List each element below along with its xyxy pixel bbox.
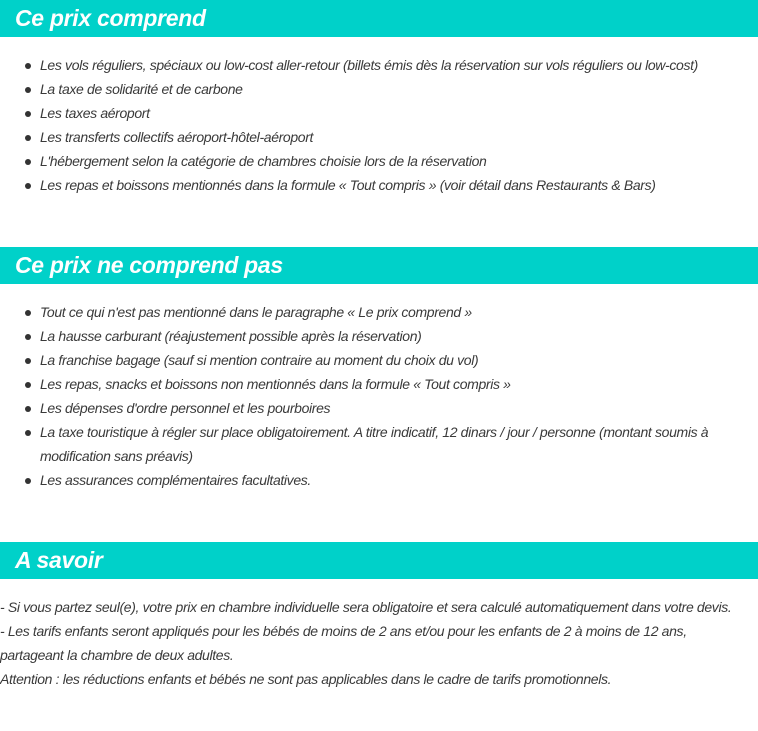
list-item: L'hébergement selon la catégorie de cham… — [0, 149, 758, 173]
info-line: Attention : les réductions enfants et bé… — [0, 671, 612, 687]
section-header-included: Ce prix comprend — [0, 0, 758, 37]
list-item: Les transferts collectifs aéroport-hôtel… — [0, 125, 758, 149]
list-item: Les vols réguliers, spéciaux ou low-cost… — [0, 53, 758, 77]
section-header-not-included: Ce prix ne comprend pas — [0, 247, 758, 284]
info-line: - Les tarifs enfants seront appliqués po… — [0, 623, 687, 663]
list-item: La taxe touristique à régler sur place o… — [0, 420, 758, 468]
list-item: La taxe de solidarité et de carbone — [0, 77, 758, 101]
included-list: Les vols réguliers, spéciaux ou low-cost… — [0, 53, 758, 197]
list-item: Les taxes aéroport — [0, 101, 758, 125]
section-header-a-savoir: A savoir — [0, 542, 758, 579]
list-item: Les repas, snacks et boissons non mentio… — [0, 372, 758, 396]
list-item: Tout ce qui n'est pas mentionné dans le … — [0, 300, 758, 324]
not-included-list: Tout ce qui n'est pas mentionné dans le … — [0, 300, 758, 492]
list-item: La franchise bagage (sauf si mention con… — [0, 348, 758, 372]
list-item: La hausse carburant (réajustement possib… — [0, 324, 758, 348]
list-item: Les assurances complémentaires facultati… — [0, 468, 758, 492]
a-savoir-text: - Si vous partez seul(e), votre prix en … — [0, 595, 752, 691]
list-item: Les repas et boissons mentionnés dans la… — [0, 173, 758, 197]
list-item: Les dépenses d'ordre personnel et les po… — [0, 396, 758, 420]
info-line: - Si vous partez seul(e), votre prix en … — [0, 599, 732, 615]
